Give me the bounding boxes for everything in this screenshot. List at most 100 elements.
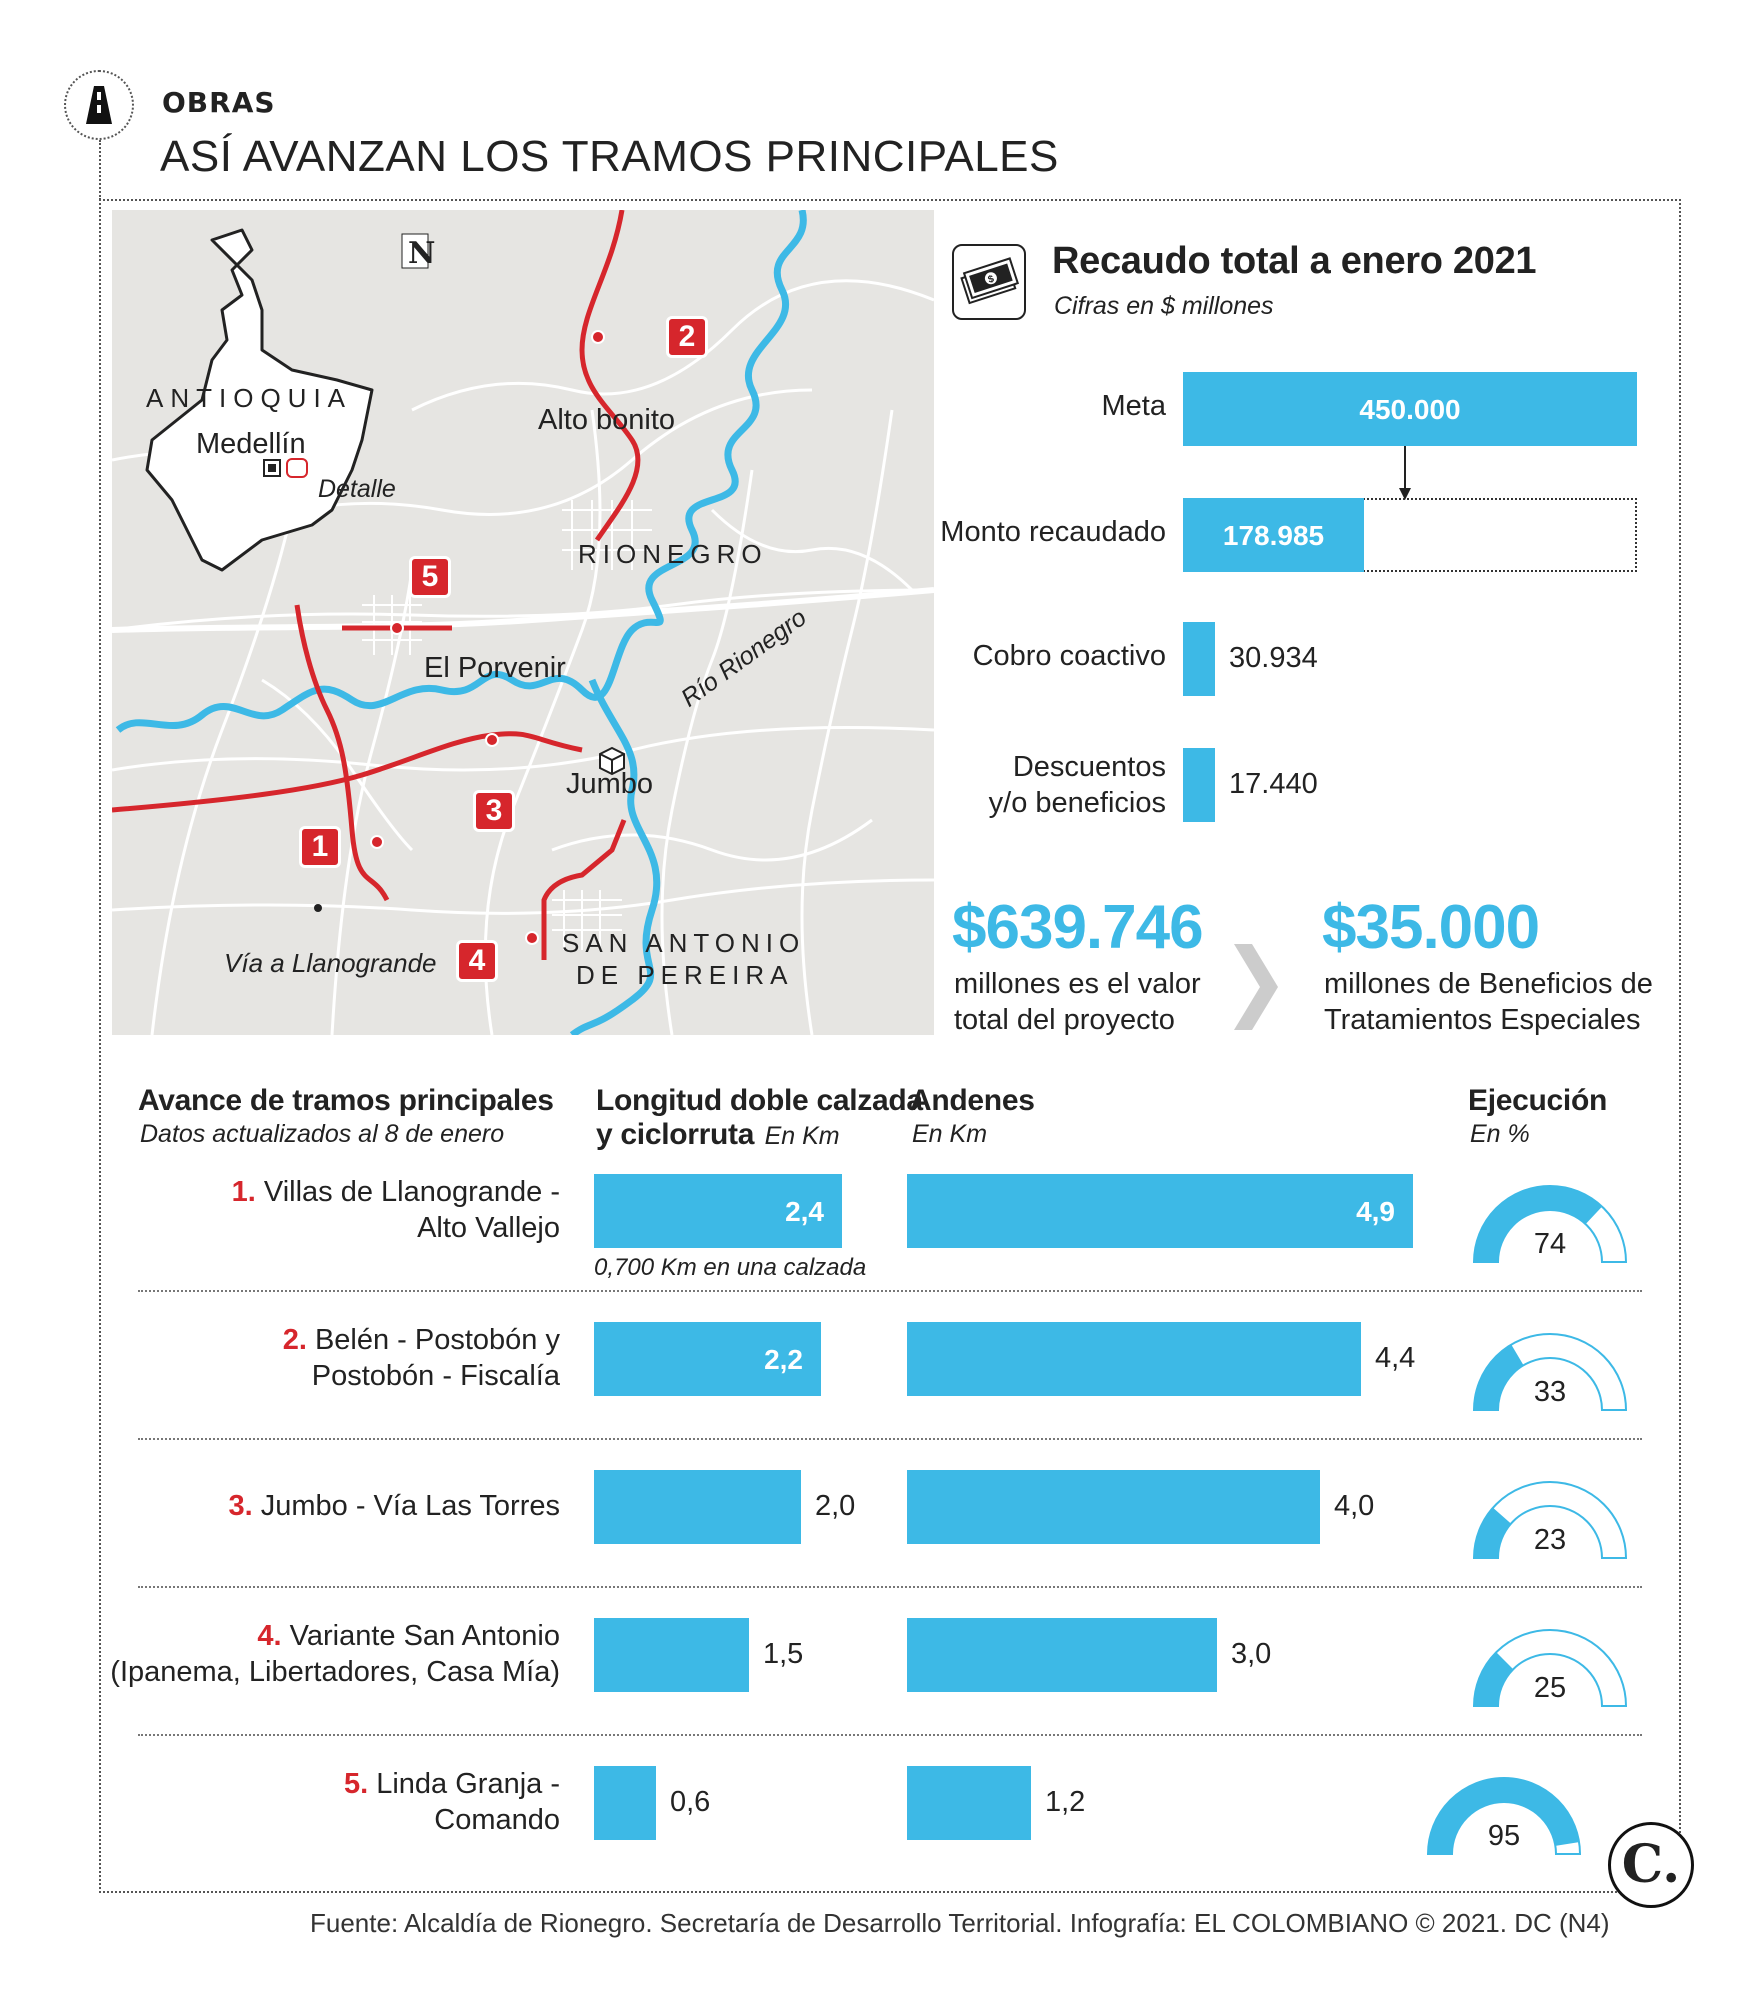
gauge-track [1472,1481,1628,1559]
section-name: 2. Belén - Postobón y [283,1324,560,1357]
map-label-el-porvenir: El Porvenir [424,652,566,684]
sidewalk-bar [907,1174,1413,1248]
collection-title: Recaudo total a enero 2021 [1052,240,1537,282]
execution-value: 95 [1487,1820,1521,1852]
collection-bar-label: y/o beneficios [988,787,1166,819]
section-name-1: Villas de Llanogrande - [263,1176,560,1208]
execution-value: 74 [1533,1228,1567,1260]
section-name-1: Variante San Antonio [289,1620,560,1652]
sidewalk-value: 3,0 [1231,1638,1272,1670]
section-number: 1. [231,1176,256,1208]
gauge-fill [1428,1778,1580,1854]
project-text-2: total del proyecto [954,1004,1175,1036]
gauge-track [1472,1629,1628,1707]
section-name-2: Alto Vallejo [417,1212,560,1244]
project-text-1: millones es el valor [954,968,1201,1000]
col3-unit: En Km [912,1120,988,1148]
length-bar [594,1322,821,1396]
collection-subtitle: Cifras en $ millones [1054,292,1274,320]
col1-title: Avance de tramos principales [138,1084,554,1117]
length-value: 2,2 [764,1344,803,1375]
execution-gauge [1462,1614,1638,1710]
row-divider [138,1586,1642,1588]
length-bar [594,1618,749,1692]
collection-bar-value: 30.934 [1229,642,1318,674]
section-name-2: (Ipanema, Libertadores, Casa Mía) [110,1656,560,1688]
sidewalk-value: 4,0 [1334,1490,1375,1522]
col2-title-1: Longitud doble calzada [596,1084,923,1117]
execution-value: 33 [1533,1376,1567,1408]
map-marker-5: 5 [409,556,451,598]
map-marker-4: 4 [456,940,498,982]
map-graphic [112,210,934,1035]
gauge-fill [1474,1344,1524,1410]
section-name: 4. Variante San Antonio [257,1620,560,1653]
map-label-via-llanogrande: Vía a Llanogrande [224,948,437,978]
project-value: $639.746 [952,893,1204,962]
collection-bar-label: Cobro coactivo [972,640,1166,672]
col4-title: Ejecución [1468,1084,1608,1117]
col2-unit: En Km [764,1122,840,1150]
collection-bar [1183,498,1364,572]
arrow-down-icon [1397,446,1413,507]
section-number: 3. [228,1490,253,1522]
sidewalk-value: 4,9 [1356,1196,1395,1227]
map-label-medellin: Medellín [196,428,306,460]
sidewalk-bar [907,1322,1361,1396]
row-divider [138,1734,1642,1736]
collection-bar [1183,748,1215,822]
section-kicker: OBRAS [162,86,276,119]
section-name-2: Comando [434,1804,560,1836]
section-number: 5. [343,1768,369,1800]
map-label-antioquia: ANTIOQUIA [146,383,353,413]
logo: C. [1608,1822,1694,1908]
section-name-1: Linda Granja - [376,1768,560,1800]
length-note: 0,700 Km en una calzada [594,1254,867,1281]
gauge-graphic [1472,1333,1628,1411]
map-panel [112,210,934,1035]
source-footer: Fuente: Alcaldía de Rionegro. Secretaría… [310,1908,1610,1938]
main-frame [99,199,1681,1893]
page-title: ASÍ AVANZAN LOS TRAMOS PRINCIPALES [160,132,1059,181]
collection-bar [1183,622,1215,696]
length-bar [594,1766,656,1840]
col4-unit: En % [1470,1120,1530,1148]
gauge-graphic [1472,1481,1628,1559]
benefits-text-1: millones de Beneficios de [1324,968,1653,1000]
collection-bar [1183,372,1637,446]
col2-title-2-line: y ciclorruta En Km [596,1118,840,1152]
logo-text: C. [1621,1834,1681,1895]
map-label-rionegro: RIONEGRO [578,539,768,569]
length-value: 0,6 [670,1786,711,1818]
collection-bar-label: Meta [1101,390,1166,422]
execution-gauge [1462,1466,1638,1562]
gauge-fill [1474,1186,1603,1262]
section-name: 3. Jumbo - Vía Las Torres [228,1490,560,1523]
length-bar [594,1470,801,1544]
section-name-1: Jumbo - Vía Las Torres [260,1490,560,1522]
gauge-graphic [1426,1777,1582,1855]
collection-bar-value: 17.440 [1229,768,1318,800]
execution-value: 23 [1533,1524,1567,1556]
road-icon [64,70,134,140]
sidewalk-bar [907,1470,1320,1544]
execution-value: 25 [1533,1672,1567,1704]
col2-title-2: y ciclorruta [596,1118,755,1151]
svg-text:$: $ [987,273,996,285]
map-label-de-pereira: DE PEREIRA [576,960,794,990]
col3-title: Andenes [910,1084,1035,1117]
arrow-right-icon [1234,944,1278,1035]
length-value: 2,0 [815,1490,856,1522]
gauge-graphic [1472,1629,1628,1707]
sidewalk-bar [907,1618,1217,1692]
north-label: N [408,236,436,271]
gauge-fill [1474,1652,1514,1706]
sidewalk-value: 4,4 [1375,1342,1416,1374]
section-name-2: Postobón - Fiscalía [311,1360,560,1392]
map-label-san-antonio: SAN ANTONIO [562,928,806,958]
money-icon: $ [952,244,1026,320]
map-label-alto-bonito: Alto bonito [538,404,676,436]
collection-bar-label: Monto recaudado [940,516,1166,548]
section-name-1: Belén - Postobón y [314,1324,560,1356]
execution-gauge [1462,1170,1638,1266]
